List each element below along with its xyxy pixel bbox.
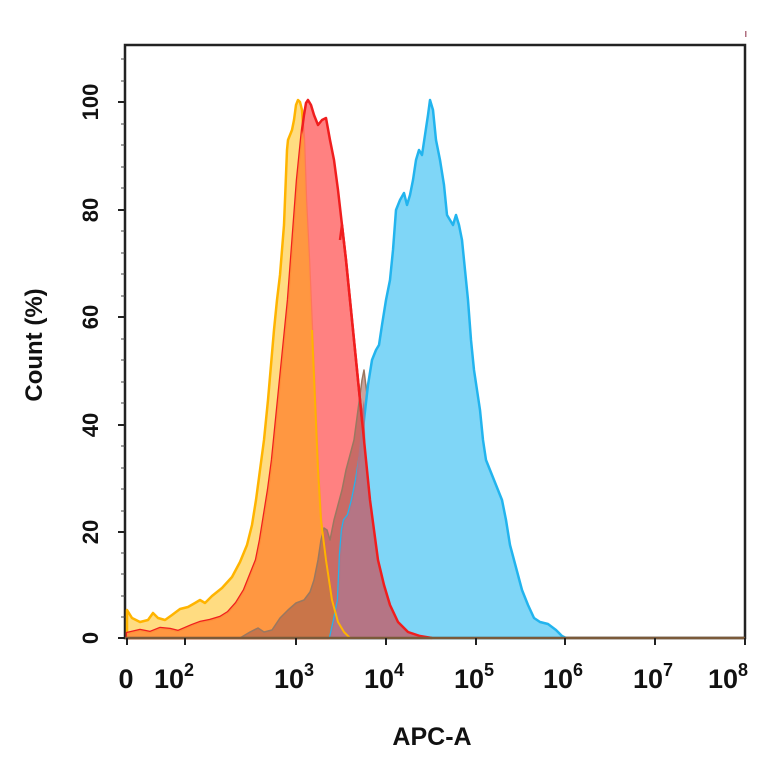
y-tick-60: 60 <box>78 305 103 329</box>
y-axis-title: Count (%) <box>21 288 48 401</box>
x-tick-1e3: 103 <box>274 660 314 694</box>
x-tick-labels: 0 102 103 104 105 106 107 108 <box>118 660 748 694</box>
x-tick-1e5: 105 <box>454 660 494 694</box>
x-tick-0: 0 <box>118 664 133 694</box>
corner-artifact-mark <box>745 31 747 37</box>
red-histogram-outline <box>338 223 433 640</box>
x-tick-1e6: 106 <box>543 660 583 694</box>
red-blue-overlap-area <box>330 400 432 638</box>
blue-histogram-area <box>328 98 568 640</box>
y-axis-minor-ticks <box>121 58 125 618</box>
x-tick-1e2: 102 <box>154 660 194 694</box>
x-axis-title: APC-A <box>392 723 471 751</box>
x-tick-1e8: 108 <box>708 660 748 694</box>
y-axis-ticks <box>118 101 125 639</box>
y-tick-labels: 0 20 40 60 80 100 <box>78 84 103 644</box>
yellow-histogram-outline <box>311 329 351 639</box>
overlap-orange-area <box>127 130 350 638</box>
y-tick-100: 100 <box>78 84 103 121</box>
x-tick-1e4: 104 <box>364 660 404 694</box>
y-tick-40: 40 <box>78 413 103 437</box>
x-tick-1e7: 107 <box>633 660 673 694</box>
y-tick-20: 20 <box>78 520 103 544</box>
y-tick-0: 0 <box>78 632 103 644</box>
x-axis-ticks <box>126 638 746 645</box>
y-tick-80: 80 <box>78 198 103 222</box>
